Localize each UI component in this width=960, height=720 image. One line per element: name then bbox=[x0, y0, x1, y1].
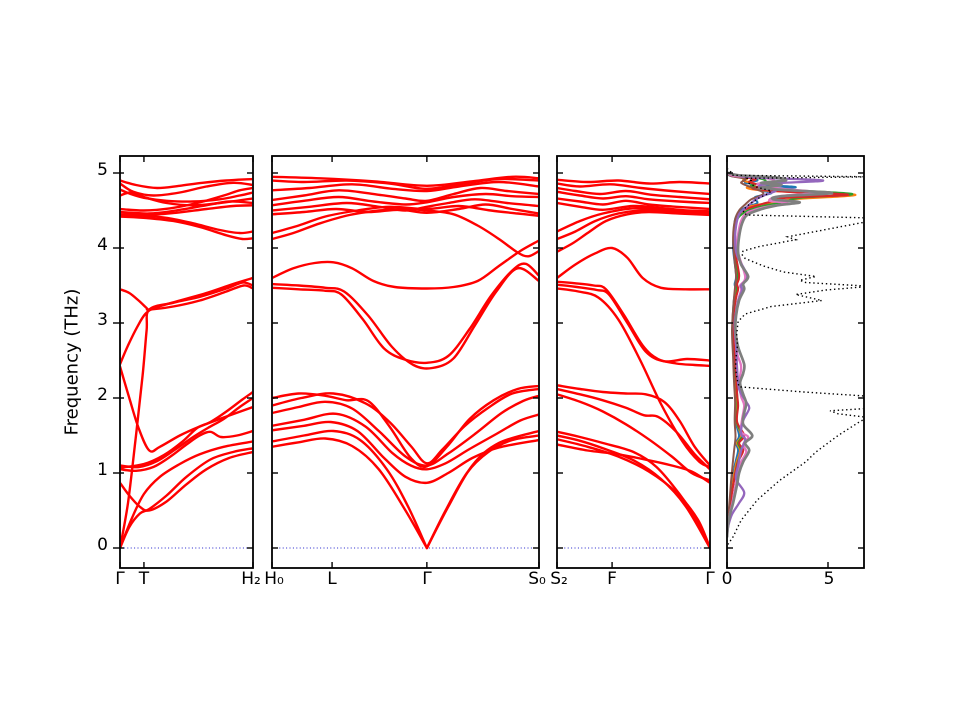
x-tick-label-F: F bbox=[607, 569, 617, 589]
y-tick-label-4: 4 bbox=[97, 235, 108, 255]
y-tick-label-3: 3 bbox=[97, 310, 108, 330]
x-tick-label-gamma-2: Γ bbox=[422, 569, 432, 589]
x-tick-label-T: T bbox=[138, 569, 150, 589]
y-axis-label: Frequency (THz) bbox=[61, 288, 83, 436]
x-tick-label-dos-5: 5 bbox=[823, 569, 835, 589]
x-tick-label-L: L bbox=[327, 569, 337, 589]
x-tick-label-gamma-1: Γ bbox=[115, 569, 125, 589]
x-tick-label-S2: S₂ bbox=[550, 569, 568, 589]
x-tick-label-H2: H₂ bbox=[241, 569, 261, 589]
x-tick-label-H0: H₀ bbox=[264, 569, 284, 589]
y-tick-label-5: 5 bbox=[97, 160, 108, 180]
y-tick-label-1: 1 bbox=[97, 460, 108, 480]
x-tick-label-gamma-3: Γ bbox=[705, 569, 715, 589]
y-tick-label-0: 0 bbox=[97, 535, 108, 555]
y-tick-label-2: 2 bbox=[97, 385, 108, 405]
x-tick-label-S0: S₀ bbox=[528, 569, 546, 589]
x-tick-label-dos-0: 0 bbox=[721, 569, 733, 589]
